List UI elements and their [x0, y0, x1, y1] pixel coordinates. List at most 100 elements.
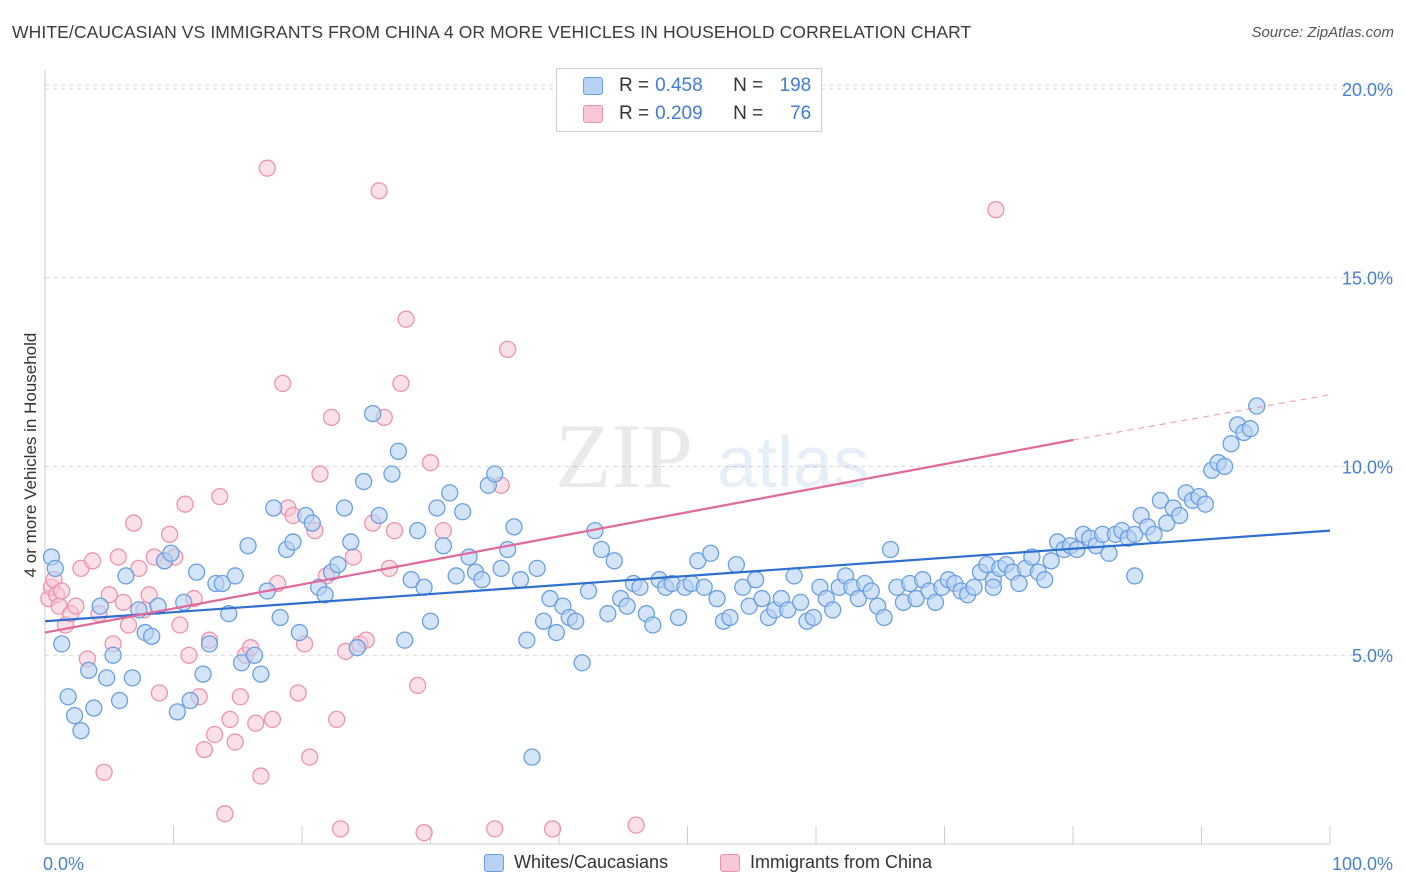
legend: R = 0.458 N = 198 R = 0.209 N = 76	[556, 68, 822, 132]
watermark: ZIP atlas	[555, 405, 869, 507]
whites-point	[1036, 571, 1054, 589]
whites-point	[721, 608, 739, 627]
china-point	[231, 688, 249, 706]
whites-point	[631, 578, 649, 596]
x-tick-min: 0.0%	[43, 854, 84, 874]
whites-point	[862, 582, 880, 600]
whites-point	[753, 589, 771, 608]
whites-point	[926, 593, 945, 612]
whites-point	[245, 646, 264, 664]
whites-point	[232, 654, 251, 672]
china-point	[130, 559, 148, 578]
china-point	[216, 805, 234, 823]
whites-point	[567, 612, 585, 630]
china-point	[385, 521, 404, 540]
whites-point	[599, 605, 617, 623]
whites-point	[415, 578, 433, 596]
legend-swatch-pink	[583, 105, 603, 123]
china-point	[53, 582, 71, 600]
whites-point	[518, 631, 536, 649]
china-point	[252, 767, 270, 785]
legend-n-label: N =	[733, 75, 764, 96]
bottom-legend-label-china: Immigrants from China	[750, 852, 933, 872]
china-point	[100, 586, 118, 604]
china-point	[140, 586, 158, 604]
whites-point	[881, 540, 900, 559]
china-point	[160, 525, 179, 544]
china-point	[543, 820, 562, 838]
china-point	[176, 495, 194, 513]
chart-title: WHITE/CAUCASIAN VS IMMIGRANTS FROM CHINA…	[12, 22, 972, 42]
whites-point	[592, 540, 611, 559]
whites-point	[1126, 525, 1144, 544]
china-point	[370, 182, 388, 200]
china-point	[486, 820, 504, 838]
whites-point	[1158, 514, 1176, 532]
china-point	[258, 159, 276, 177]
china-point	[95, 763, 113, 781]
whites-point	[708, 589, 726, 608]
y-axis-title: 4 or more Vehicles in Household	[21, 333, 40, 578]
legend-n-value: 198	[779, 75, 812, 96]
y-tick-labels: 5.0% 10.0% 15.0% 20.0%	[1342, 80, 1393, 666]
china-point	[421, 454, 440, 472]
watermark-atlas: atlas	[717, 423, 869, 503]
china-point	[195, 740, 213, 759]
whites-point	[573, 654, 591, 672]
china-point	[392, 374, 410, 393]
whites-point	[547, 623, 566, 642]
whites-point	[168, 703, 187, 721]
whites-point	[907, 589, 925, 608]
whites-point	[290, 623, 309, 642]
whites-point	[389, 442, 408, 460]
china-point	[125, 514, 143, 532]
whites-point	[523, 748, 541, 766]
whites-point	[239, 537, 257, 555]
whites-point	[408, 521, 427, 540]
whites-point	[1151, 491, 1170, 510]
legend-r-value: 0.209	[655, 103, 703, 124]
whites-point	[85, 699, 103, 717]
whites-point	[1215, 457, 1234, 476]
whites-point	[329, 555, 347, 574]
whites-point	[528, 559, 546, 578]
whites-point	[791, 593, 810, 612]
whites-point	[316, 586, 334, 604]
china-point	[109, 548, 127, 566]
grid-lines	[45, 84, 1393, 656]
china-point	[221, 710, 239, 729]
china-point	[408, 676, 427, 695]
whites-point	[740, 597, 758, 615]
series-whites	[42, 397, 1266, 766]
whites-point	[441, 484, 459, 502]
whites-point	[402, 571, 420, 589]
china-point	[180, 646, 198, 664]
whites-point	[383, 465, 401, 483]
whites-point	[1010, 574, 1028, 593]
china-point	[67, 597, 85, 615]
y-tick-label: 5.0%	[1352, 646, 1393, 666]
whites-point	[143, 627, 161, 645]
china-point	[150, 684, 169, 702]
y-tick-label: 15.0%	[1342, 269, 1393, 289]
china-point	[627, 816, 645, 834]
whites-point	[785, 567, 803, 585]
whites-point	[849, 589, 868, 608]
whites-point	[265, 499, 283, 517]
whites-point	[80, 661, 98, 679]
whites-point	[65, 706, 84, 725]
whites-point	[213, 574, 231, 593]
bottom-legend-label-whites: Whites/Caucasians	[514, 852, 669, 872]
whites-point	[541, 589, 559, 608]
whites-point	[364, 404, 382, 423]
whites-point	[473, 571, 491, 589]
china-trend-extension	[1072, 394, 1331, 441]
whites-point	[824, 601, 842, 619]
whites-point	[104, 646, 122, 664]
whites-point	[59, 688, 77, 706]
china-point	[83, 552, 102, 570]
whites-point	[511, 571, 530, 589]
whites-point	[303, 514, 321, 532]
whites-point	[689, 552, 707, 570]
